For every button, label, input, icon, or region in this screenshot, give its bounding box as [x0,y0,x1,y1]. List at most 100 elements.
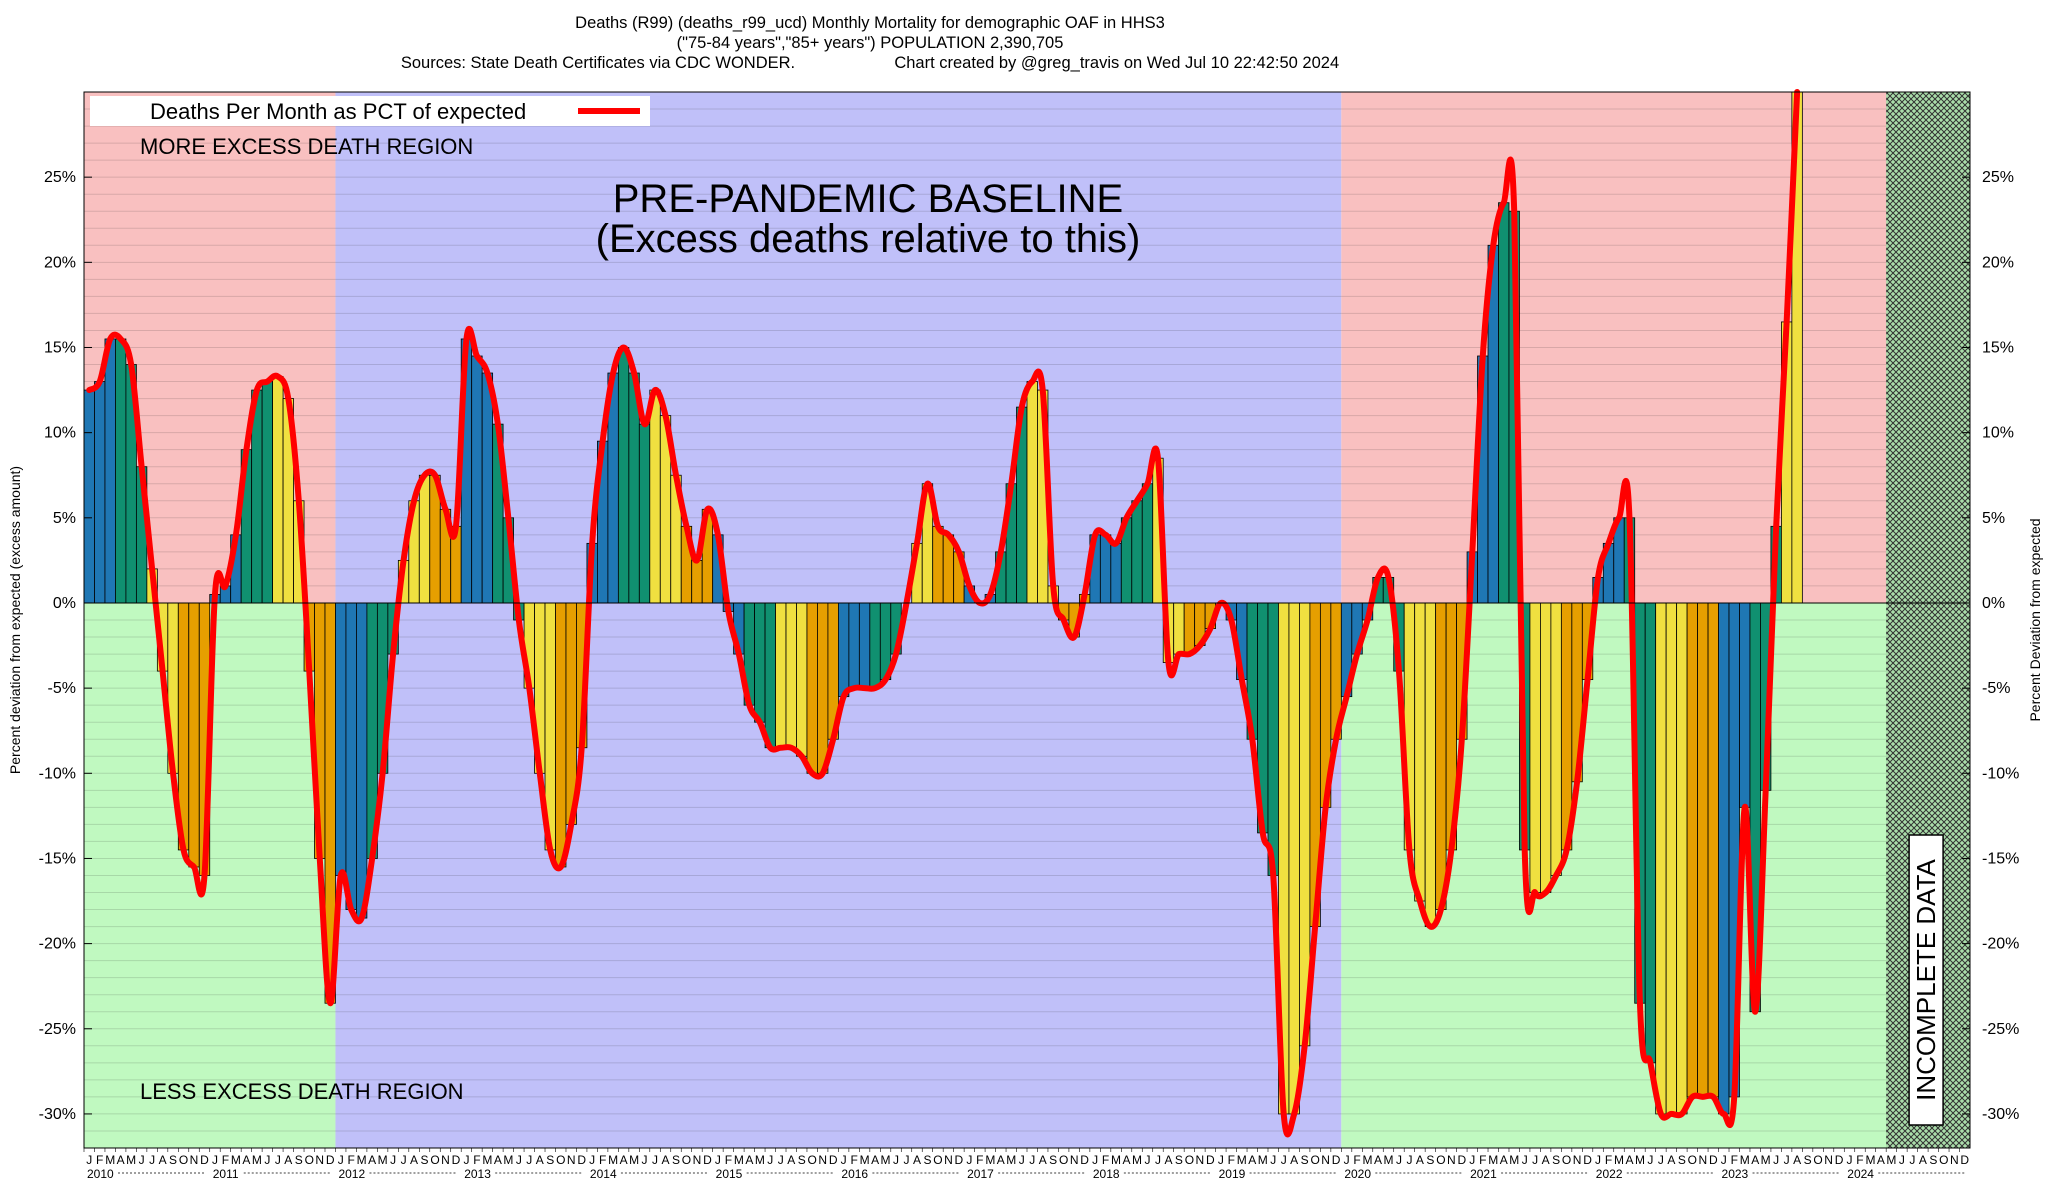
x-tick-month-label: J [652,1153,658,1167]
bar [1099,534,1112,604]
y-tick-label-left: 10% [44,425,76,442]
y-tick-label-right: 0% [1982,595,2005,612]
x-tick-month-label: M [881,1153,891,1167]
x-tick-month-label: M [1635,1153,1645,1167]
x-tick-month-label: S [1175,1153,1183,1167]
y-tick-label-right: 10% [1982,425,2014,442]
bar [1529,602,1541,893]
x-tick-month-label: M [1886,1153,1896,1167]
x-tick-month-label: S [1678,1153,1686,1167]
x-tick-month-label: A [913,1153,921,1167]
x-tick-month-label: J [463,1153,469,1167]
bar [1739,602,1751,808]
x-tick-month-label: J [904,1153,910,1167]
legend-label: Deaths Per Month as PCT of expected [150,99,526,124]
x-tick-month-label: O [179,1153,188,1167]
x-tick-month-label: J [516,1153,522,1167]
x-tick-month-label: M [860,1153,870,1167]
x-tick-month-label: N [818,1153,827,1167]
y-tick-label-right: -25% [1982,1021,2019,1038]
x-tick-year-label: 2014 [590,1167,617,1181]
incomplete-data-label: INCOMPLETE DATA [1911,858,1941,1100]
x-tick-month-label: A [1500,1153,1508,1167]
x-tick-month-label: D [955,1153,964,1167]
x-tick-month-label: S [546,1153,554,1167]
bar [1424,602,1437,927]
x-tick-month-label: A [368,1153,376,1167]
chart-title-line-3: Sources: State Death Certificates via CD… [0,53,1740,73]
series-line [86,89,1801,1138]
y-tick-label-right: -10% [1982,765,2019,782]
bar [1676,602,1688,1115]
x-tick-month-label: A [1793,1153,1801,1167]
x-tick-month-label: S [1301,1153,1309,1167]
x-tick-month-label: A [410,1153,418,1167]
x-tick-month-label: A [494,1153,502,1167]
x-tick-month-label: N [315,1153,324,1167]
y-tick-label-left: -20% [39,936,76,953]
x-tick-month-label: F [96,1153,103,1167]
x-tick-month-label: M [755,1153,765,1167]
x-tick-month-label: O [1939,1153,1948,1167]
x-tick-month-label: A [1248,1153,1256,1167]
x-tick-month-label: F [599,1153,606,1167]
bar [649,389,661,604]
x-tick-month-label: J [1899,1153,1905,1167]
x-tick-month-label: M [378,1153,388,1167]
x-tick-month-label: M [1006,1153,1016,1167]
x-tick-month-label: D [1835,1153,1844,1167]
x-tick-month-label: M [252,1153,262,1167]
x-tick-month-label: A [242,1153,250,1167]
x-tick-year-label: 2011 [213,1167,239,1181]
x-tick-month-label: J [1155,1153,1161,1167]
x-tick-month-label: M [357,1153,367,1167]
x-tick-month-label: O [305,1153,314,1167]
y-tick-label-right: 15% [1982,339,2014,356]
bar [1110,542,1122,604]
x-tick-year-label: 2021 [1470,1167,1497,1181]
x-tick-month-label: S [1049,1153,1057,1167]
bar [932,525,944,604]
baseline-annotation-line-1: PRE-PANDEMIC BASELINE [613,177,1124,221]
x-tick-month-label: J [264,1153,270,1167]
bar [1173,602,1185,655]
bar [785,602,797,749]
x-tick-month-label: D [1960,1153,1969,1167]
x-tick-month-label: F [473,1153,480,1167]
x-tick-month-label: S [1426,1153,1434,1167]
x-tick-month-label: F [348,1153,355,1167]
bar [1665,602,1678,1115]
x-tick-month-label: J [1396,1153,1402,1167]
x-tick-month-label: A [1625,1153,1633,1167]
x-tick-month-label: J [1092,1153,1098,1167]
y-tick-label-left: 15% [44,339,76,356]
x-tick-month-label: O [682,1153,691,1167]
x-tick-month-label: F [976,1153,983,1167]
x-tick-month-label: M [608,1153,618,1167]
bar [617,347,630,604]
x-tick-month-label: N [1447,1153,1456,1167]
x-tick-month-label: O [1436,1153,1445,1167]
bar [418,474,431,604]
x-tick-month-label: J [1658,1153,1664,1167]
x-tick-month-label: A [662,1153,670,1167]
bar [691,559,703,604]
bar [1498,202,1510,604]
x-tick-month-label: A [1751,1153,1759,1167]
x-tick-month-label: J [1281,1153,1287,1167]
chart-title-line-2: ("75-84 years","85+ years") POPULATION 2… [676,34,1064,52]
x-tick-month-label: J [1144,1153,1150,1167]
y-tick-label-left: -30% [39,1106,76,1123]
y-tick-label-left: 25% [44,169,76,186]
x-tick-month-label: F [1605,1153,1612,1167]
x-tick-month-label: F [1731,1153,1738,1167]
legend-box [90,96,650,126]
bar [1267,602,1279,876]
x-tick-month-label: N [1070,1153,1079,1167]
bar [848,602,860,689]
x-tick-month-label: J [767,1153,773,1167]
chart-credit-text: Chart created by @greg_travis on Wed Jul… [894,54,1340,72]
x-tick-month-label: N [190,1153,199,1167]
bar [817,602,829,774]
